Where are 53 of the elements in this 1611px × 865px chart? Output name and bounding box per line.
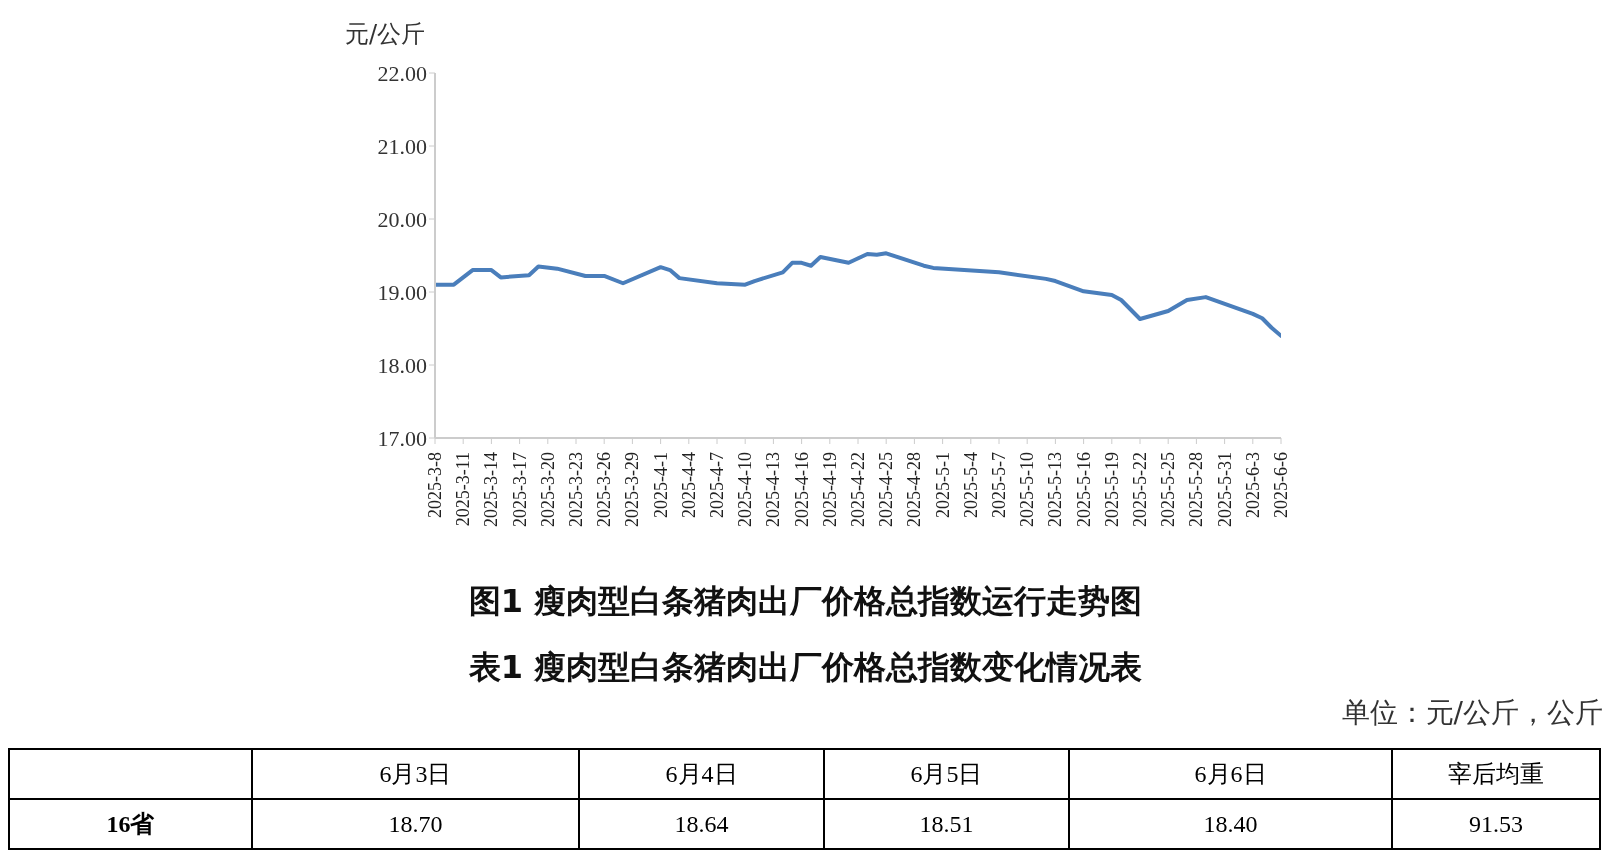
y-tick-label: 21.00 bbox=[377, 133, 427, 159]
x-tick-label: 2025-4-25 bbox=[876, 452, 897, 527]
x-tick-label: 2025-5-7 bbox=[989, 452, 1009, 518]
category-label: 16省 bbox=[106, 811, 155, 837]
x-tick-label: 2025-3-11 bbox=[453, 452, 474, 527]
text: 18.51 bbox=[919, 810, 974, 837]
category-label: 6月6日 bbox=[1068, 749, 1393, 799]
text: 91.53 bbox=[1469, 810, 1524, 837]
x-tick-label: 2025-5-31 bbox=[1214, 452, 1235, 527]
category-label: 6月4日 bbox=[579, 749, 825, 799]
x-tick-label: 2025-3-26 bbox=[594, 452, 615, 527]
x-tick-label: 2025-4-10 bbox=[735, 452, 756, 527]
line-series bbox=[435, 251, 1281, 338]
x-tick-label: 2025-3-8 bbox=[425, 452, 445, 518]
x-tick-label: 2025-3-20 bbox=[537, 452, 558, 527]
text: 表1 瘦肉型白条猪肉出厂价格总指数变化情况表 bbox=[467, 647, 1144, 688]
x-tick-label: 2025-4-4 bbox=[678, 452, 699, 518]
y-tick-label: 19.00 bbox=[377, 279, 427, 305]
category-label: 6月3日 bbox=[251, 749, 580, 799]
x-tick-label: 2025-4-1 bbox=[650, 452, 671, 518]
y-tick-label: 22.00 bbox=[377, 60, 427, 86]
text: 18.40 bbox=[1203, 810, 1258, 837]
x-tick-label: 2025-3-17 bbox=[509, 452, 530, 527]
category-label: 6月5日 bbox=[824, 749, 1069, 799]
x-tick-label: 2025-4-22 bbox=[848, 452, 868, 527]
x-tick-label: 2025-3-14 bbox=[481, 452, 502, 527]
text: 18.70 bbox=[388, 810, 443, 837]
x-tick-label: 2025-3-29 bbox=[622, 452, 643, 527]
x-tick-label: 2025-5-13 bbox=[1045, 452, 1066, 527]
y-tick-label: 17.00 bbox=[377, 425, 427, 451]
x-tick-label: 2025-6-3 bbox=[1242, 452, 1263, 518]
x-tick-label: 2025-4-16 bbox=[791, 452, 812, 527]
x-tick-label: 2025-5-4 bbox=[960, 452, 981, 518]
y-tick-label: 20.00 bbox=[377, 206, 427, 232]
x-tick-label: 2025-5-1 bbox=[932, 452, 953, 518]
text: 18.64 bbox=[674, 810, 729, 837]
x-tick-label: 2025-5-25 bbox=[1158, 452, 1179, 527]
y-tick-label: 18.00 bbox=[377, 352, 427, 378]
x-tick-label: 2025-6-6 bbox=[1271, 452, 1291, 518]
x-tick-label: 2025-4-13 bbox=[763, 452, 784, 527]
x-tick-label: 2025-5-22 bbox=[1130, 452, 1150, 527]
x-tick-label: 2025-5-28 bbox=[1186, 452, 1207, 527]
x-tick-label: 2025-4-19 bbox=[819, 452, 840, 527]
x-tick-label: 2025-4-28 bbox=[904, 452, 925, 527]
text: 图1 瘦肉型白条猪肉出厂价格总指数运行走势图 bbox=[467, 581, 1144, 622]
category-label: 宰后均重 bbox=[1392, 749, 1600, 799]
x-tick-label: 2025-5-19 bbox=[1101, 452, 1122, 527]
x-tick-label: 2025-5-16 bbox=[1073, 452, 1094, 527]
x-tick-label: 2025-4-7 bbox=[707, 452, 727, 518]
y-axis-title: 元/公斤 bbox=[345, 19, 426, 50]
x-tick-label: 2025-3-23 bbox=[566, 452, 586, 527]
x-tick-label: 2025-5-10 bbox=[1017, 452, 1038, 527]
text: 单位：元/公斤，公斤 bbox=[1340, 695, 1603, 731]
